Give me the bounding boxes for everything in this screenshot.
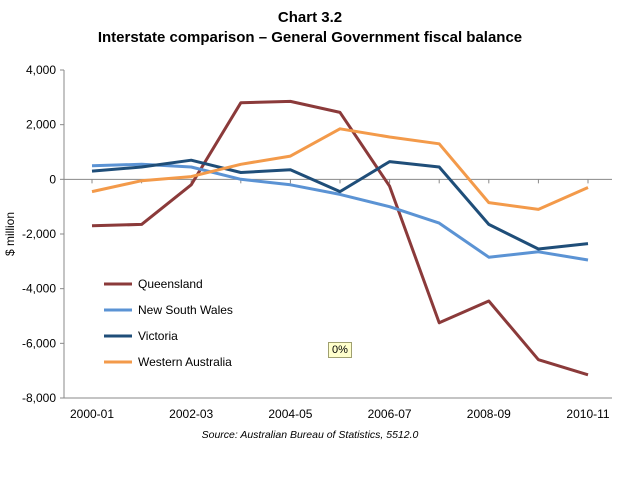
chart-title: Interstate comparison – General Governme…	[97, 29, 523, 46]
y-tick-label: -6,000	[22, 336, 56, 350]
x-tick-label: 2004-05	[268, 407, 312, 421]
legend-label: Victoria	[138, 329, 178, 343]
series-line-western-australia	[91, 127, 589, 211]
series-line-new-south-wales	[91, 162, 589, 262]
series-lines	[91, 99, 589, 377]
legend-label: New South Wales	[138, 303, 233, 317]
y-tick-label: 2,000	[26, 118, 56, 132]
y-tick-label: 0	[49, 172, 56, 186]
chart-number: Chart 3.2	[277, 9, 343, 26]
y-tick-label: -4,000	[22, 282, 56, 296]
y-tick-label: -8,000	[22, 391, 56, 405]
legend: Queensland New South Wales Victoria Western…	[104, 277, 233, 369]
series-line-victoria	[91, 158, 589, 251]
x-tick-label: 2002-03	[169, 407, 213, 421]
series-line-queensland	[91, 99, 589, 377]
y-tick-label: 4,000	[26, 63, 56, 77]
x-tick-label: 2006-07	[368, 407, 412, 421]
percent-badge: 0%	[328, 342, 352, 358]
legend-label: Queensland	[138, 277, 203, 291]
x-tick-label: 2010-11	[566, 407, 609, 421]
x-tick-label: 2008-09	[467, 407, 511, 421]
source-note: Source: Australian Bureau of Statistics,…	[201, 429, 419, 441]
axes: 4,000 2,000 0 -2,000 -4,000 -6,000 -8,000 2000-…	[22, 63, 612, 421]
y-axis-label: $ million	[3, 212, 17, 256]
y-tick-label: -2,000	[22, 227, 56, 241]
legend-label: Western Australia	[138, 355, 232, 369]
x-tick-label: 2000-01	[70, 407, 114, 421]
